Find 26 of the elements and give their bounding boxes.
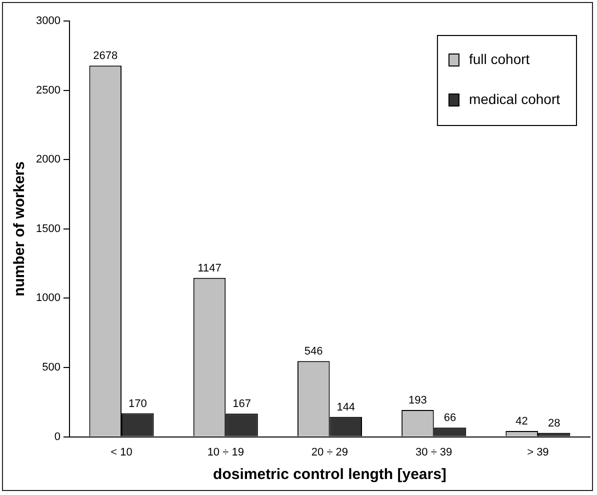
y-axis-title: number of workers <box>11 161 28 296</box>
y-tick-label: 0 <box>54 430 60 443</box>
y-tick-label: 2500 <box>36 84 60 96</box>
x-axis-title: dosimetric control length [years] <box>213 466 446 484</box>
data-label: 193 <box>408 394 427 407</box>
y-tick-label: 1500 <box>36 222 60 235</box>
y-tick-label: 2000 <box>36 154 60 166</box>
x-tick-label: > 39 <box>527 446 549 458</box>
y-tick-label: 500 <box>42 362 60 374</box>
data-label: 28 <box>548 417 560 430</box>
data-label: 1147 <box>198 262 222 274</box>
data-label: 144 <box>336 401 356 414</box>
x-tick-label: 10 ÷ 19 <box>207 446 244 458</box>
data-label: 546 <box>304 346 323 358</box>
x-tick-label: 30 ÷ 39 <box>416 446 452 458</box>
data-label: 167 <box>232 398 251 410</box>
data-label: 170 <box>128 398 147 410</box>
data-label: 42 <box>516 416 528 428</box>
y-tick-label: 3000 <box>36 15 60 28</box>
x-tick-label: 20 ÷ 29 <box>311 446 348 458</box>
data-label: 66 <box>444 412 456 424</box>
legend-label: full cohort <box>468 50 530 67</box>
legend-label: medical cohort <box>468 90 560 107</box>
data-label: 2678 <box>93 50 118 62</box>
y-tick-label: 1000 <box>36 292 60 304</box>
x-tick-label: < 10 <box>110 446 132 458</box>
